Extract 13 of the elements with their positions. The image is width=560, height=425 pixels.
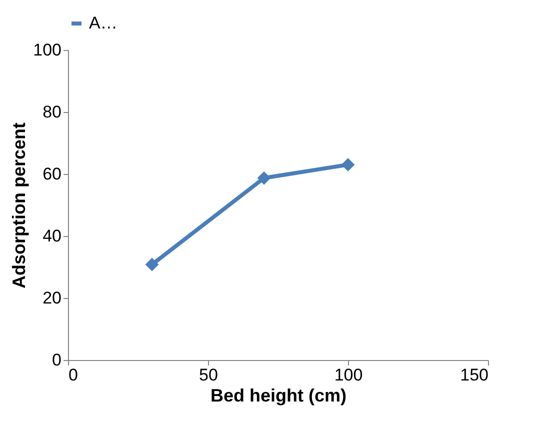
x-tick-label: 0 xyxy=(68,366,78,384)
x-axis-title: Bed height (cm) xyxy=(210,386,347,406)
y-tick-label: 0 xyxy=(52,350,62,370)
y-tick-label: 60 xyxy=(42,164,62,184)
x-tick-label: 100 xyxy=(334,366,363,384)
legend-label: A… xyxy=(89,14,118,32)
y-tick-label: 80 xyxy=(42,102,62,122)
x-tick-label: 150 xyxy=(460,366,488,384)
y-tick-label: 40 xyxy=(42,226,62,246)
x-tick-label: 50 xyxy=(199,366,218,384)
y-tick-label: 20 xyxy=(42,288,62,308)
y-tick-label: 100 xyxy=(33,40,62,60)
y-axis-title: Adsorption percent xyxy=(9,122,30,289)
